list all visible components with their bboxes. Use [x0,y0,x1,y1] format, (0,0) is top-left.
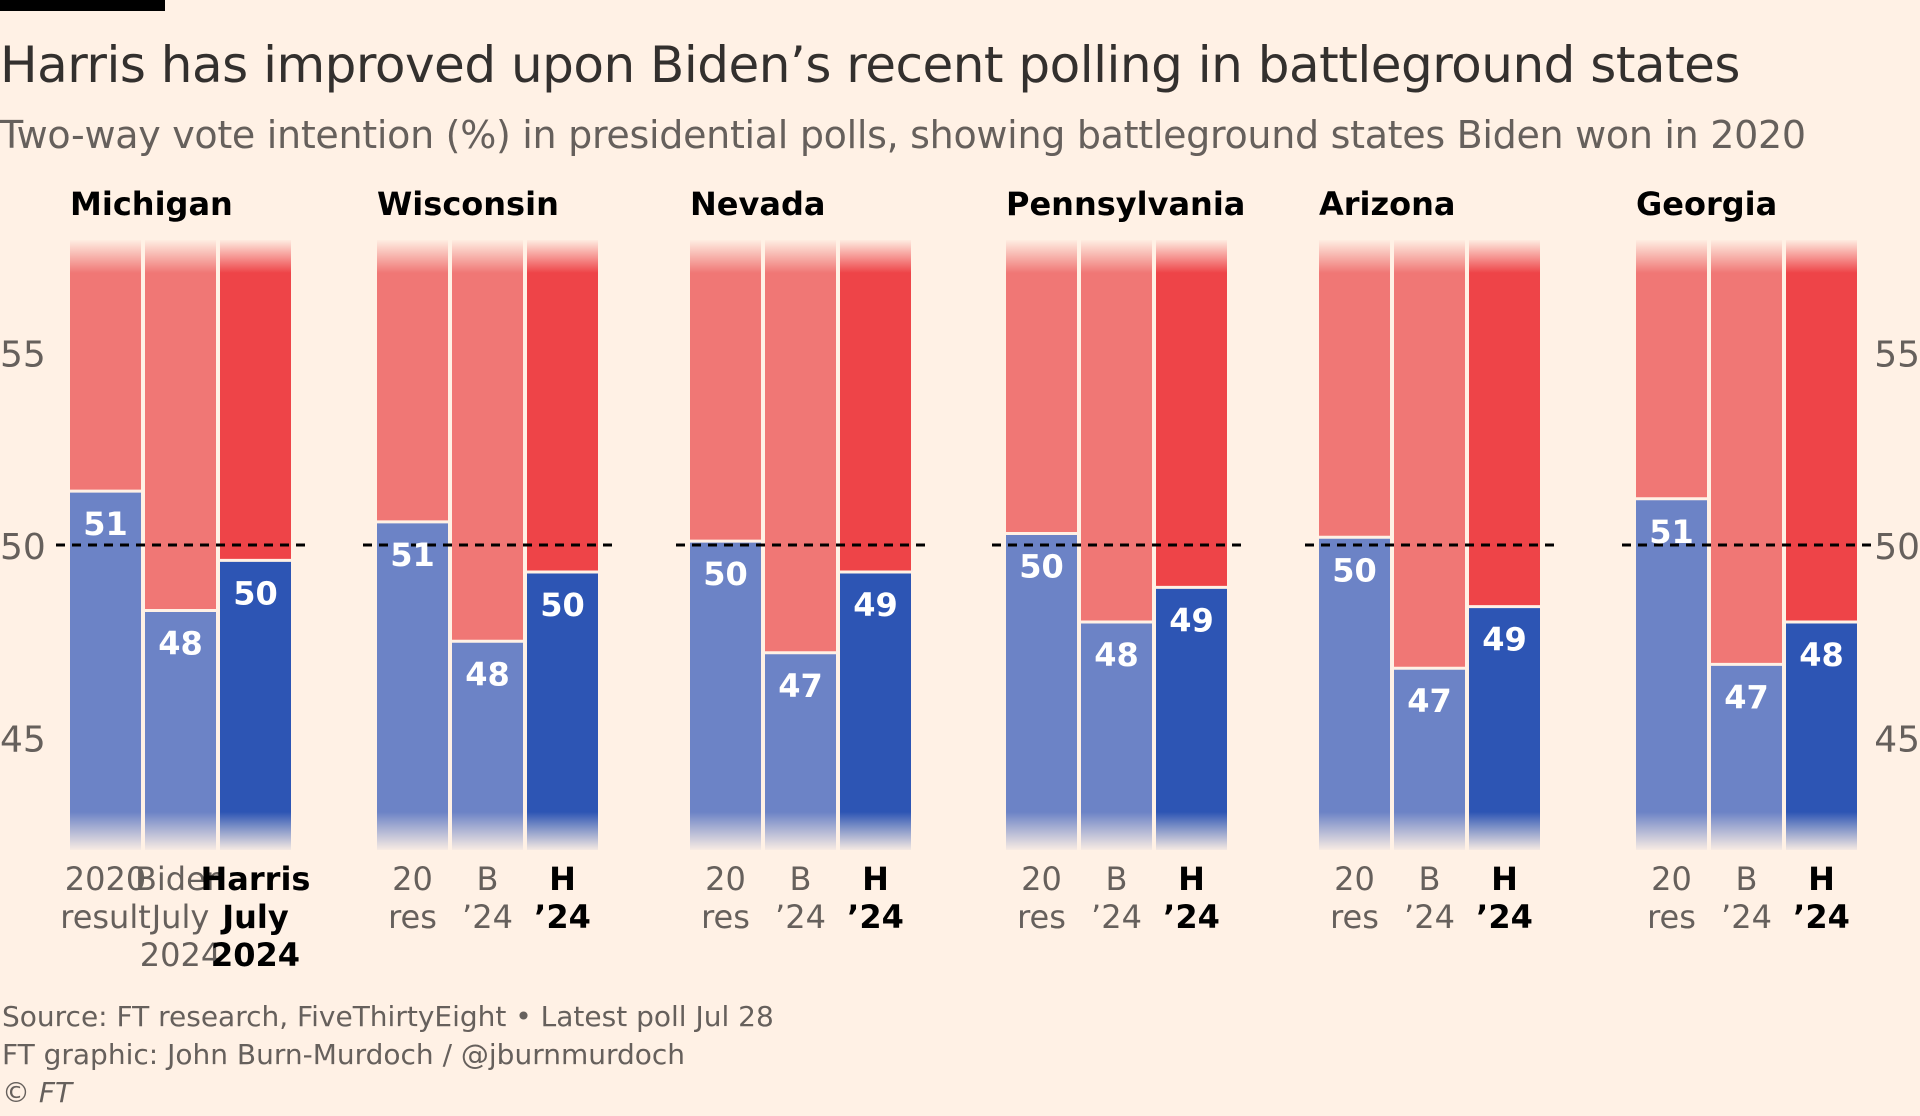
ft-top-bar [0,0,165,11]
bar-dem-arizona-0 [1319,537,1390,850]
value-label-pennsylvania-2: 49 [1169,601,1214,639]
bar-rep-georgia-1 [1711,240,1782,665]
value-label-wisconsin-2: 50 [540,586,585,624]
bar-rep-wisconsin-0 [377,240,448,522]
bar-rep-nevada-1 [765,240,836,653]
fade-top-georgia [1634,239,1859,273]
fade-top-michigan [68,239,293,273]
column-label-nevada-2: H ’24 [847,860,904,936]
value-label-georgia-1: 47 [1724,678,1769,716]
copyright: © FT [2,1076,73,1109]
column-label-michigan-0: 2020 result [60,860,151,936]
column-label-arizona-1: B ’24 [1404,860,1455,936]
fade-top-arizona [1317,239,1542,273]
bar-rep-arizona-2 [1469,240,1540,607]
state-label-arizona: Arizona [1319,185,1456,223]
bar-dem-wisconsin-2 [527,571,598,850]
state-label-pennsylvania: Pennsylvania [1006,185,1245,223]
bar-rep-georgia-2 [1786,240,1857,622]
bar-dem-michigan-1 [145,610,216,850]
fade-bottom-michigan [68,812,293,852]
fade-bottom-arizona [1317,812,1542,852]
value-label-arizona-0: 50 [1332,551,1377,589]
bar-rep-pennsylvania-2 [1156,240,1227,588]
column-label-wisconsin-0: 20 res [388,860,437,936]
graphic-credit: FT graphic: John Burn-Murdoch / @jburnmu… [2,1038,686,1071]
y-tick-right-55: 55 [1874,335,1920,376]
column-label-nevada-0: 20 res [701,860,750,936]
column-label-michigan-2: Harris July 2024 [201,860,311,974]
column-label-wisconsin-1: B ’24 [462,860,513,936]
bar-rep-arizona-1 [1394,240,1465,669]
value-label-pennsylvania-1: 48 [1094,636,1139,674]
bar-rep-nevada-2 [840,240,911,572]
state-label-michigan: Michigan [70,185,233,223]
value-label-wisconsin-1: 48 [465,655,510,693]
state-label-nevada: Nevada [690,185,825,223]
bar-dem-wisconsin-0 [377,521,448,850]
bar-dem-pennsylvania-2 [1156,587,1227,850]
fade-bottom-pennsylvania [1004,812,1229,852]
state-label-georgia: Georgia [1636,185,1777,223]
source-note: Source: FT research, FiveThirtyEight • L… [2,1000,774,1033]
y-tick-right-50: 50 [1874,527,1920,568]
bar-rep-wisconsin-1 [452,240,523,642]
column-label-pennsylvania-2: H ’24 [1163,860,1220,936]
fade-top-wisconsin [375,239,600,273]
bar-rep-georgia-0 [1636,240,1707,499]
value-label-nevada-1: 47 [778,667,823,705]
bar-dem-georgia-0 [1636,498,1707,850]
value-label-michigan-1: 48 [158,624,203,662]
value-label-arizona-2: 49 [1482,621,1527,659]
fade-bottom-georgia [1634,812,1859,852]
chart-title: Harris has improved upon Biden’s recent … [0,36,1740,94]
column-label-arizona-0: 20 res [1330,860,1379,936]
column-label-georgia-0: 20 res [1647,860,1696,936]
fade-bottom-wisconsin [375,812,600,852]
bar-rep-michigan-2 [220,240,291,561]
column-label-pennsylvania-1: B ’24 [1091,860,1142,936]
bar-dem-nevada-0 [690,541,761,850]
y-tick-left-55: 55 [0,335,46,376]
column-label-michigan-1: Biden July 2024 [135,860,226,974]
column-label-georgia-1: B ’24 [1721,860,1772,936]
bar-rep-nevada-0 [690,240,761,542]
bar-dem-nevada-2 [840,571,911,850]
bar-rep-michigan-0 [70,240,141,492]
value-label-nevada-0: 50 [703,555,748,593]
column-label-pennsylvania-0: 20 res [1017,860,1066,936]
bar-rep-arizona-0 [1319,240,1390,538]
chart-subtitle: Two-way vote intention (%) in presidenti… [0,113,1806,157]
bar-dem-michigan-0 [70,491,141,850]
value-label-georgia-0: 51 [1649,513,1694,551]
value-label-pennsylvania-0: 50 [1019,547,1064,585]
value-label-wisconsin-0: 51 [390,536,435,574]
value-label-michigan-0: 51 [83,505,128,543]
state-label-wisconsin: Wisconsin [377,185,559,223]
value-label-georgia-2: 48 [1799,636,1844,674]
bar-dem-arizona-2 [1469,606,1540,850]
bar-rep-wisconsin-2 [527,240,598,572]
bar-chart: 45 45 50 50 55 55 Michigan 51 2020 result 48 Biden… [0,185,1920,974]
bar-dem-pennsylvania-0 [1006,533,1077,850]
fade-top-nevada [688,239,913,273]
column-label-wisconsin-2: H ’24 [534,860,591,936]
fade-bottom-nevada [688,812,913,852]
column-label-nevada-1: B ’24 [775,860,826,936]
bar-dem-michigan-2 [220,560,291,850]
column-label-arizona-2: H ’24 [1476,860,1533,936]
bar-rep-pennsylvania-0 [1006,240,1077,534]
y-tick-right-45: 45 [1874,720,1920,761]
fade-top-pennsylvania [1004,239,1229,273]
bar-rep-pennsylvania-1 [1081,240,1152,622]
value-label-michigan-2: 50 [233,574,278,612]
y-tick-left-45: 45 [0,720,46,761]
y-tick-left-50: 50 [0,527,46,568]
column-label-georgia-2: H ’24 [1793,860,1850,936]
value-label-nevada-2: 49 [853,586,898,624]
bar-rep-michigan-1 [145,240,216,611]
value-label-arizona-1: 47 [1407,682,1452,720]
